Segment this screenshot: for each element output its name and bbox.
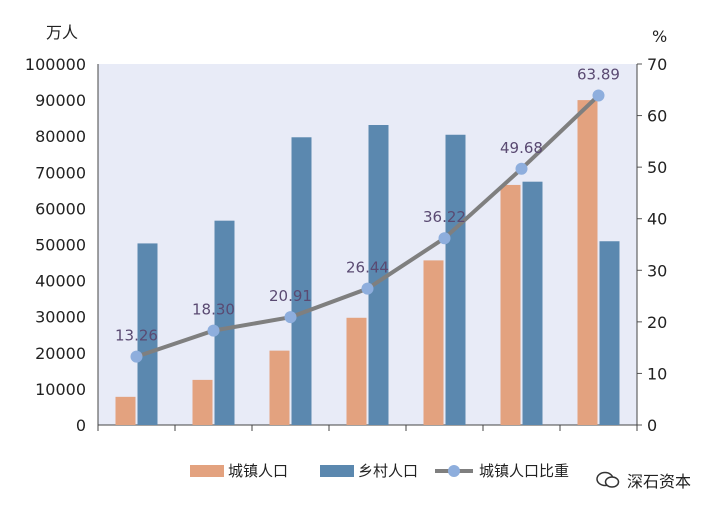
y-right-tick-label: 10 [647,364,667,383]
y-left-tick-label: 0 [76,416,86,435]
bar-urban-population [577,100,598,425]
y-left-tick-label: 10000 [35,380,86,399]
y-right-tick-label: 30 [647,261,667,280]
y-left-tick-label: 100000 [25,55,86,74]
data-label: 18.30 [192,301,235,319]
bar-rural-population [137,243,158,425]
y-left-tick-label: 60000 [35,199,86,218]
legend-label: 乡村人口 [358,462,418,480]
y-left-tick-label: 40000 [35,272,86,291]
y-right-tick-label: 70 [647,55,667,74]
y-left-tick-label: 90000 [35,91,86,110]
data-label: 63.89 [577,66,620,84]
data-label: 26.44 [346,259,389,277]
bar-urban-population [346,317,367,425]
bar-rural-population [522,181,543,425]
bar-rural-population [445,134,466,426]
bar-urban-population [500,184,521,425]
legend-marker [448,465,460,477]
y-right-tick-label: 50 [647,158,667,177]
wechat-bubble-icon [596,471,620,488]
y-right-tick-label: 60 [647,107,667,126]
plot-area [98,64,637,425]
y-right-tick-label: 40 [647,210,667,229]
y-left-tick-label: 20000 [35,344,86,363]
bar-urban-population [115,396,136,425]
bar-urban-population [423,260,444,425]
line-point [592,89,605,102]
line-point [438,232,451,245]
data-label: 13.26 [115,327,158,345]
line-point [515,162,528,175]
y-right-unit-label: % [652,27,667,46]
watermark: 深石资本 [595,468,691,492]
bar-urban-population [269,350,290,425]
bar-urban-population [192,379,213,425]
y-left-unit-label: 万人 [46,23,78,42]
data-label: 36.22 [423,208,466,226]
legend-swatch [190,465,224,477]
legend-swatch [320,465,354,477]
line-point [130,350,143,363]
legend-label: 城镇人口 [228,462,288,480]
watermark-text: 深石资本 [626,472,691,491]
y-left-tick-label: 80000 [35,127,86,146]
y-right-tick-label: 20 [647,313,667,332]
y-left-tick-label: 30000 [35,308,86,327]
data-label: 49.68 [500,139,543,157]
y-left-tick-label: 50000 [35,236,86,255]
bar-rural-population [368,125,389,425]
bar-rural-population [599,241,620,425]
y-right-tick-label: 0 [647,416,657,435]
bar-rural-population [291,137,312,425]
y-left-tick-label: 70000 [35,163,86,182]
legend-label: 城镇人口比重 [479,462,569,480]
bar-rural-population [214,220,235,425]
line-point [284,311,297,324]
line-point [361,282,374,295]
data-label: 20.91 [269,287,312,305]
line-point [207,324,220,337]
